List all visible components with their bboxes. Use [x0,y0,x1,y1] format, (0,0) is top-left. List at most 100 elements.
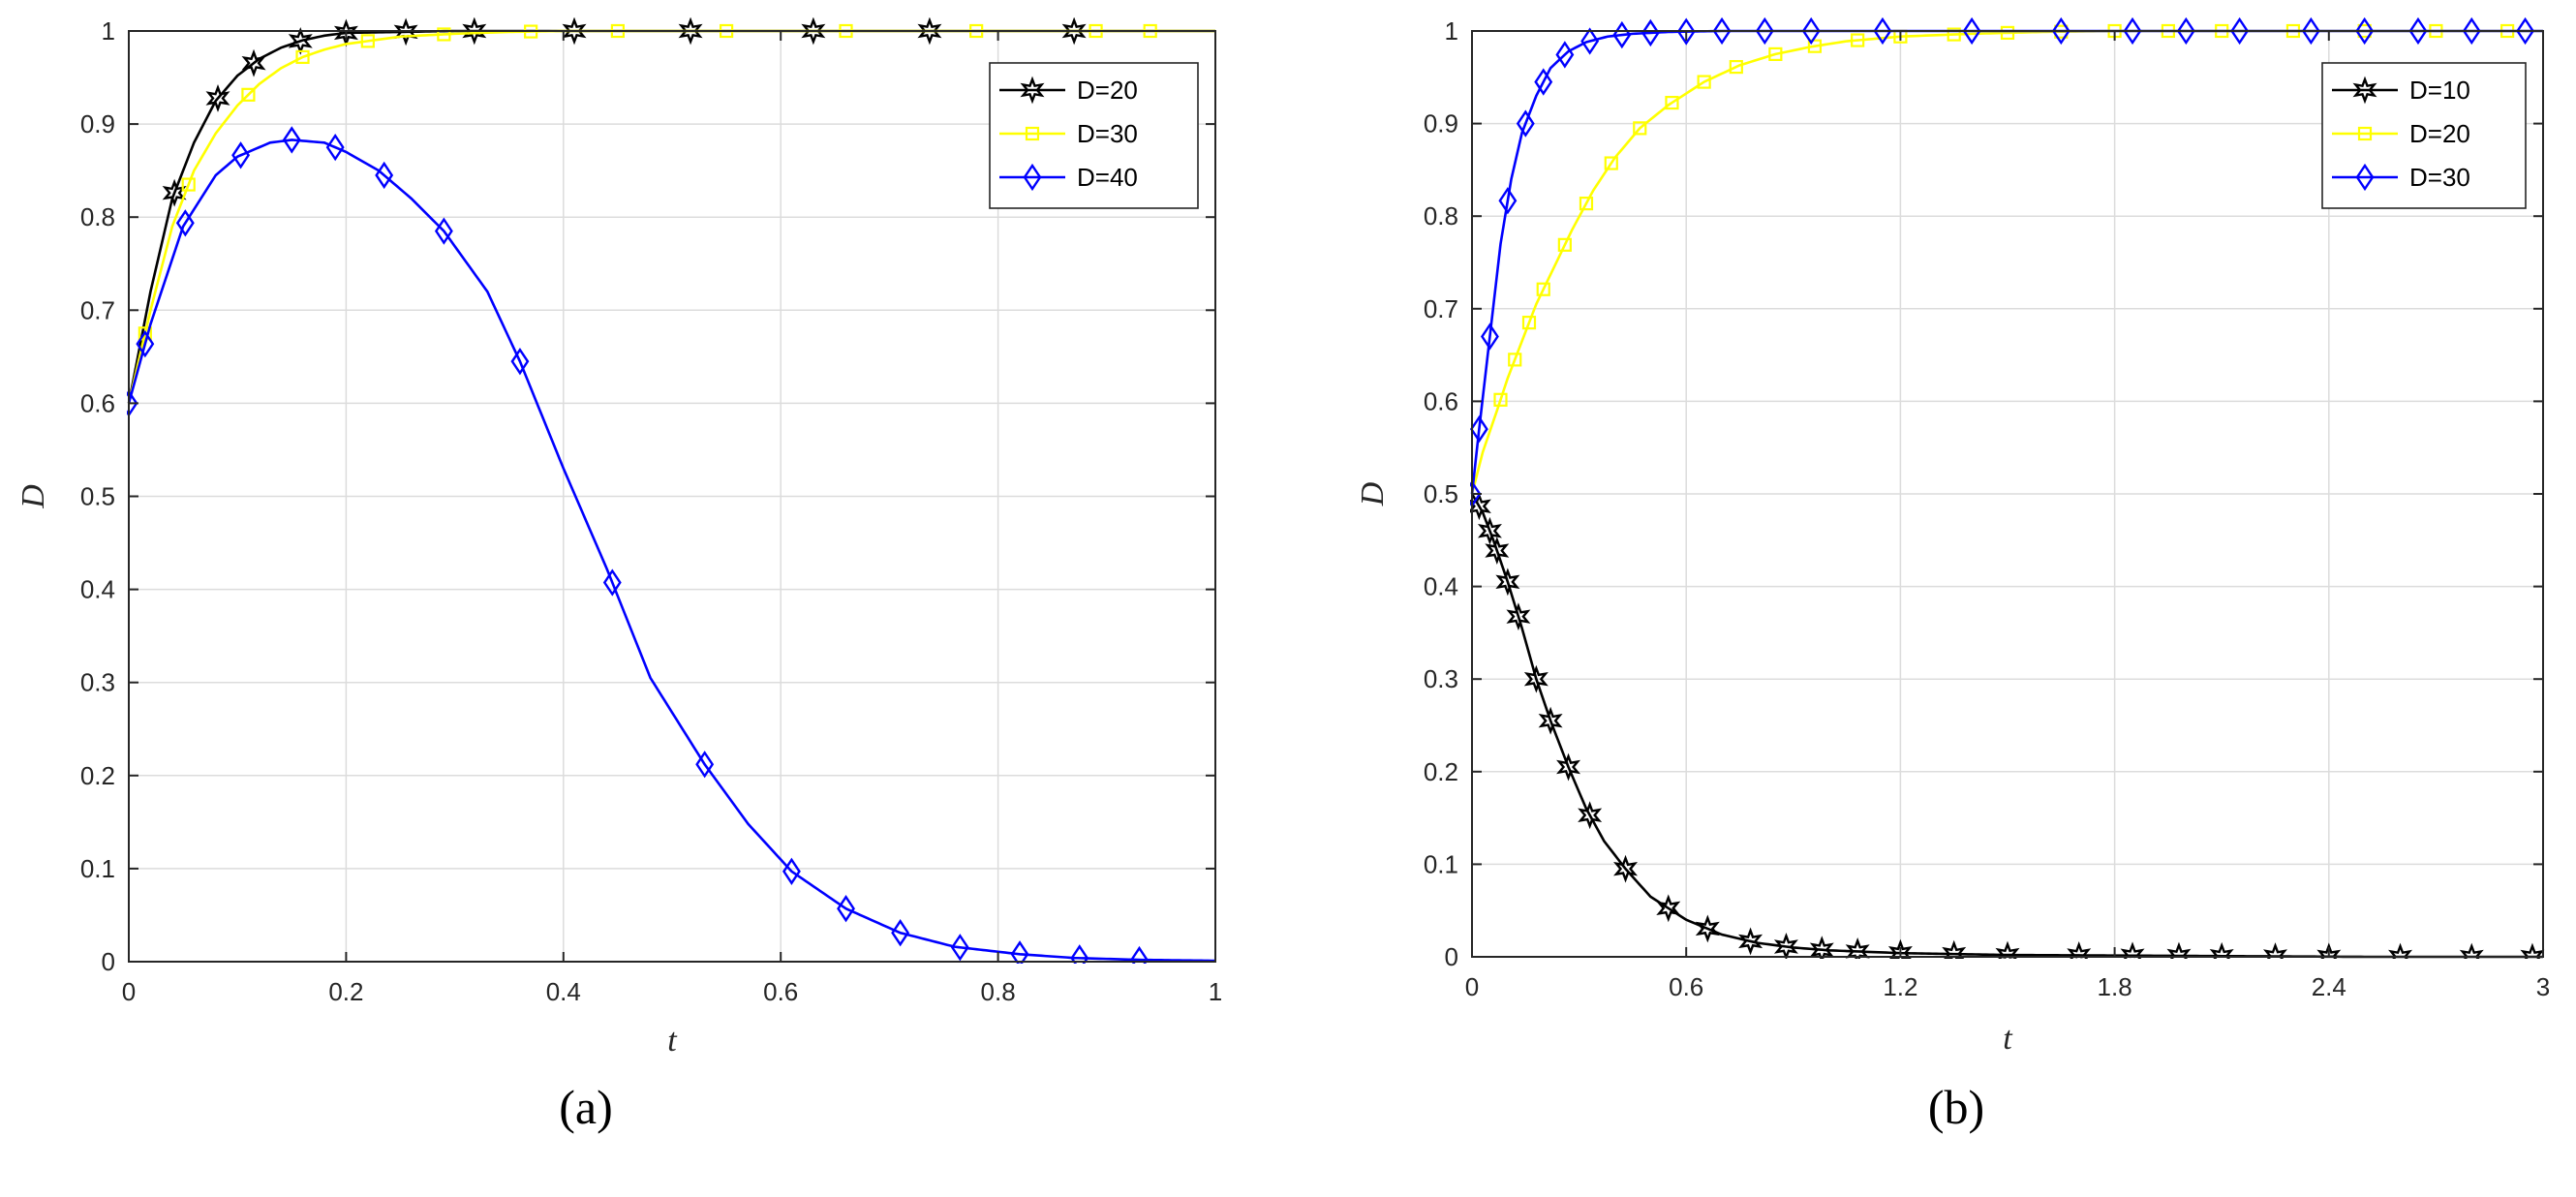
data-point-D=10 [1942,939,1967,959]
data-point-D=30 [1641,18,1660,47]
data-point-D=10 [1738,927,1763,956]
x-tick-label: 1.8 [2098,972,2132,1001]
data-point-D=40 [782,857,801,885]
y-tick-label: 0.6 [80,388,115,417]
x-tick-label: 1.2 [1883,972,1917,1001]
data-point-D=10 [1523,664,1549,693]
y-tick-label: 0.5 [80,482,115,511]
data-point-D=30 [2408,17,2428,46]
data-point-D=20 [1851,33,1865,47]
x-tick-label: 0.4 [546,977,581,1006]
data-point-D=30 [1516,109,1535,138]
data-point-D=10 [2316,942,2342,959]
y-tick-label: 0.8 [1424,201,1458,230]
data-point-D=10 [2166,941,2192,959]
data-point-D=20 [1579,197,1594,211]
data-point-D=30 [1801,17,1821,46]
data-point-D=20 [801,17,826,46]
y-tick-label: 0.9 [80,109,115,138]
data-point-D=30 [2230,17,2250,46]
data-point-D=30 [2355,17,2375,46]
legend-label-D=40: D=40 [1077,163,1138,192]
data-point-D=40 [695,751,715,779]
legend: D=20 D=30 D=40 [989,62,1199,209]
data-point-D=30 [1873,17,1892,46]
chart-panel-b: 0 0.6 1.2 1.8 2.4 3 0 0.1 0.2 0.3 0.4 0.5 0.6 0.7 0.8 0… [1355,16,2550,1134]
legend-marker-D=30 [1025,126,1040,141]
legend-label-D=30: D=30 [2409,163,2470,192]
data-point-D=10 [1556,752,1581,782]
data-point-D=30 [1498,187,1518,215]
data-point-D=40 [837,895,855,923]
chart-panel-a: 0 0.2 0.4 0.6 0.8 1 0 0.1 0.2 0.3 0.4 0.5 0.6 0.7 0.8 0… [15,16,1222,1134]
data-point-D=40 [434,217,453,245]
data-point-D=20 [2000,25,2015,41]
data-point-D=40 [1130,945,1149,964]
data-point-D=30 [1580,27,1600,55]
y-tick-label: 0.2 [1424,757,1458,786]
y-tick-label: 0.1 [1424,849,1458,878]
data-point-D=30 [1962,17,1981,46]
data-point-D=30 [1676,17,1696,46]
y-axis-label: D [15,484,51,509]
data-point-D=20 [1536,282,1550,296]
data-point-D=10 [1538,706,1563,735]
data-point-D=20 [1807,39,1823,53]
data-point-D=20 [1633,121,1647,136]
data-point-D=10 [1477,516,1502,545]
data-point-D=20 [393,17,418,46]
x-tick-label: 3 [2536,972,2550,1001]
series-line-D=40 [127,138,1216,963]
y-tick-label: 0.6 [1424,386,1458,415]
legend-label-D=20: D=20 [1077,76,1138,105]
y-tick-label: 0.8 [80,202,115,231]
data-point-D=40 [1010,940,1029,964]
data-point-D=20 [1508,353,1522,367]
x-tick-label: 0.8 [981,977,1016,1006]
y-tick-label: 0.4 [80,575,115,604]
data-point-D=20 [917,17,942,46]
data-point-D=10 [2520,942,2545,959]
data-point-D=20 [1697,75,1711,89]
data-point-D=20 [1665,95,1679,110]
data-point-D=10 [1506,602,1531,631]
x-tick-label: 1 [1209,977,1222,1006]
data-point-D=30 [2301,17,2320,46]
data-point-D=30 [1755,17,1774,46]
legend-label-D=30: D=30 [1077,119,1138,148]
legend-marker-D=30 [2355,163,2375,192]
data-point-D=30 [2516,17,2535,46]
data-point-D=30 [241,87,256,102]
data-point-D=40 [325,133,345,162]
data-point-D=30 [181,177,196,192]
data-point-D=10 [1578,801,1603,830]
data-point-D=10 [1809,936,1834,959]
y-tick-label: 0.3 [80,668,115,697]
legend-marker-D=20 [1020,76,1045,105]
data-point-D=10 [2263,942,2287,959]
x-tick-label: 0 [122,977,136,1006]
y-tick-label: 0 [1445,942,1458,971]
y-tick-label: 0.1 [80,854,115,883]
x-tick-label: 2.4 [2312,972,2346,1001]
data-point-D=10 [2209,941,2234,959]
y-tick-label: 0.3 [1424,664,1458,693]
data-point-D=20 [1604,156,1618,170]
data-point-D=20 [1947,27,1961,42]
y-tick-label: 0 [102,947,115,976]
legend-marker-D=40 [1023,163,1042,192]
legend-marker-D=20 [2357,126,2373,141]
data-point-D=20 [1521,316,1537,330]
data-point-D=20 [562,17,587,46]
data-point-D=40 [231,141,251,169]
panel-caption: (b) [1928,1080,1984,1134]
data-point-D=40 [282,126,301,154]
data-point-D=30 [2176,17,2195,46]
data-point-D=40 [136,329,155,358]
data-point-D=40 [375,161,394,190]
data-point-D=30 [437,27,451,42]
data-point-D=10 [1995,940,2020,959]
data-point-D=10 [1613,854,1639,883]
data-point-D=10 [1695,914,1720,943]
